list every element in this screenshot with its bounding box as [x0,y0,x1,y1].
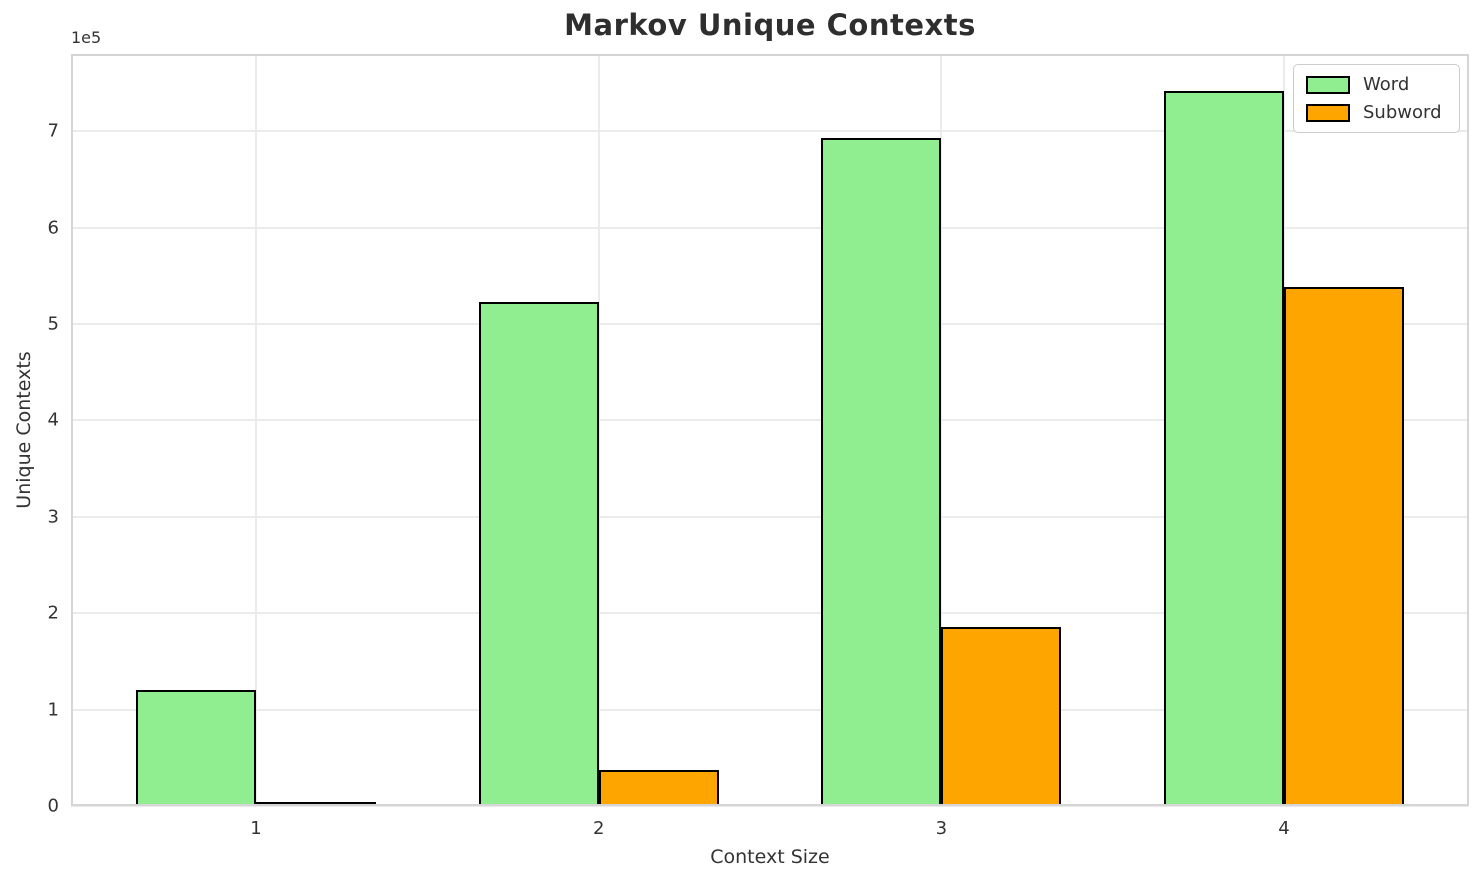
chart-title: Markov Unique Contexts [564,8,976,42]
gridline-y-7 [71,130,1469,133]
x-axis-label: Context Size [710,846,830,868]
legend: Word Subword [1293,64,1460,133]
bar-word-context-3 [821,137,942,806]
gridline-y-6 [71,226,1469,229]
y-tick-label-2: 2 [47,602,59,624]
y-tick-label-7: 7 [47,120,59,142]
y-tick-label-3: 3 [47,506,59,528]
gridline-y-5 [71,322,1469,325]
x-tick-label-4: 4 [1278,818,1290,839]
bar-word-context-2 [478,301,599,806]
y-axis-offset-label: 1e5 [71,28,102,47]
y-tick-label-1: 1 [47,699,59,721]
legend-item-subword: Subword [1306,102,1447,123]
legend-item-word: Word [1306,74,1447,95]
gridline-y-0 [71,805,1469,807]
gridline-y-2 [71,612,1469,615]
bar-subword-context-3 [941,626,1062,806]
legend-items: Word Subword [1306,74,1447,123]
bar-subword-context-1 [256,802,376,806]
y-tick-label-0: 0 [47,795,59,817]
legend-label-subword: Subword [1363,102,1442,123]
gridline-x-3 [940,54,943,806]
y-tick-label-5: 5 [47,313,59,335]
gridline-x-1 [255,54,257,806]
y-tick-label-6: 6 [47,217,59,238]
bar-word-context-1 [136,690,256,806]
bar-subword-context-2 [598,770,719,806]
bar-word-context-4 [1164,90,1284,806]
gridline-x-2 [597,54,600,806]
gridline-y-3 [71,515,1469,518]
x-tick-label-1: 1 [250,818,262,839]
gridline-y-1 [71,708,1469,711]
legend-swatch-word [1306,75,1350,94]
plot-area [71,54,1469,807]
legend-swatch-subword [1306,103,1350,122]
x-tick-label-3: 3 [935,818,948,839]
x-tick-label-2: 2 [592,818,605,839]
gridline-y-4 [71,419,1469,422]
bar-subword-context-4 [1284,287,1404,806]
y-tick-label-4: 4 [47,409,59,431]
legend-label-word: Word [1363,74,1410,95]
